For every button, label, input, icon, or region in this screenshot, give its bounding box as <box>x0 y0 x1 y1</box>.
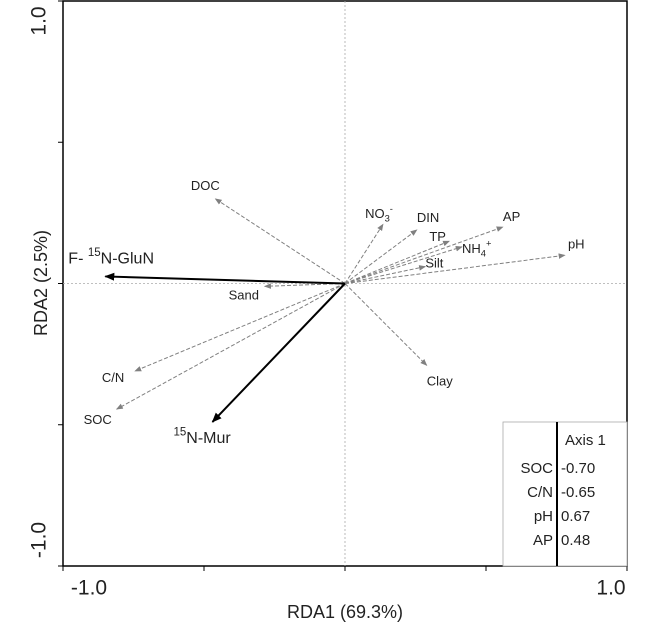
label-part: SOC <box>84 413 112 428</box>
label-part: Clay <box>427 374 454 389</box>
vector-arrow <box>134 283 346 372</box>
vector-arrow <box>344 283 428 366</box>
vector-label: NH4+ <box>462 239 491 259</box>
vector-label: Silt <box>425 256 443 271</box>
label-part: 15 <box>173 427 186 439</box>
vector-label: DIN <box>417 210 439 225</box>
y-tick-label: 1.0 <box>28 6 51 35</box>
label-part: N-Mur <box>186 430 231 447</box>
vector-arrow <box>344 240 450 284</box>
label-part: F- <box>68 251 88 268</box>
label-part: N-GluN <box>101 251 154 268</box>
label-part: NH <box>462 241 481 256</box>
table-row-label: SOC <box>520 460 553 477</box>
vector-label: pH <box>568 237 585 252</box>
x-tick-label: 1.0 <box>596 577 625 600</box>
label-part: Sand <box>229 288 259 303</box>
table-row-label: AP <box>533 532 553 549</box>
x-tick-label: -1.0 <box>71 577 107 600</box>
label-part: C/N <box>102 371 124 386</box>
vector-arrow <box>211 282 346 423</box>
table-cell: 0.48 <box>561 532 590 549</box>
label-part: pH <box>568 237 585 252</box>
label-part: 3 <box>385 214 390 224</box>
label-part: - <box>390 204 393 214</box>
vector-arrow <box>104 272 346 285</box>
vector-label: Clay <box>427 374 454 389</box>
label-part: DOC <box>191 178 220 193</box>
vector-arrow <box>344 223 384 284</box>
table-header: Axis 1 <box>565 432 606 449</box>
label-part: 15 <box>88 247 101 259</box>
vector-arrow <box>115 283 346 410</box>
vector-label: C/N <box>102 371 124 386</box>
table-cell: -0.65 <box>561 484 595 501</box>
label-part: + <box>486 239 491 249</box>
vector-label: AP <box>503 209 520 224</box>
vector-label: NO3- <box>365 204 393 224</box>
vector-label: SOC <box>84 413 112 428</box>
table-cell: -0.70 <box>561 460 595 477</box>
label-part: Silt <box>425 256 443 271</box>
y-tick-label: -1.0 <box>28 522 51 558</box>
vector-label: 15N-Mur <box>173 427 231 448</box>
vector-label: Sand <box>229 288 259 303</box>
vector-arrow <box>344 253 566 284</box>
y-axis-title: RDA2 (2.5%) <box>31 230 51 336</box>
vector-label: F- 15N-GluN <box>68 247 154 268</box>
vector-arrow <box>344 226 504 284</box>
label-part: 4 <box>481 249 486 259</box>
table-row-label: C/N <box>527 484 553 501</box>
label-part: NO <box>365 207 385 222</box>
vector-arrow <box>344 245 463 284</box>
vector-label: DOC <box>191 178 220 193</box>
table-box <box>502 421 628 567</box>
vector-arrow <box>344 229 418 284</box>
label-part: DIN <box>417 210 439 225</box>
label-part: AP <box>503 209 520 224</box>
vector-arrow <box>214 198 346 284</box>
table-row-label: pH <box>534 508 553 525</box>
vector-arrow <box>344 265 427 284</box>
label-part: TP <box>429 230 446 245</box>
vector-label: TP <box>429 230 446 245</box>
x-axis-title: RDA1 (69.3%) <box>287 602 403 622</box>
table-cell: 0.67 <box>561 508 590 525</box>
